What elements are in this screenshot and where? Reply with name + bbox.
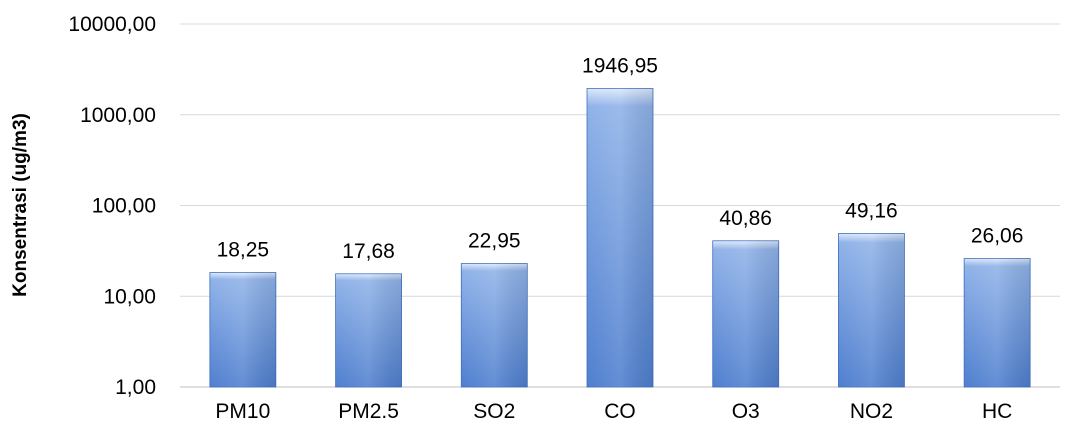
y-tick-label: 10,00 [103,285,156,308]
bar-hc [963,258,1031,388]
y-axis-title: Konsentrasi (ug/m3) [10,113,31,297]
bar-so2 [460,263,528,388]
bar-shading [461,263,528,387]
data-label: 18,25 [217,239,270,262]
y-axis-tick-labels: 1,00 10,00 100,00 1000,00 10000,00 [68,13,156,399]
data-label: 26,06 [971,225,1024,248]
y-tick-label: 100,00 [92,195,156,218]
data-labels: 18,25 17,68 22,95 1946,95 40,86 49,16 26,06 [217,54,1024,262]
x-axis-tick-labels: PM10 PM2.5 SO2 CO O3 NO2 HC [215,400,1012,423]
x-tick-label: NO2 [850,400,893,423]
bar-pm2-5 [335,273,402,388]
x-tick-label: CO [604,400,636,423]
bar-o3 [712,240,780,388]
bar-no2 [838,233,905,388]
data-label: 40,86 [719,207,772,230]
y-tick-label: 10000,00 [68,13,156,36]
bar-shading [335,273,402,387]
x-tick-label: SO2 [473,400,515,423]
y-tick-label: 1000,00 [80,104,156,127]
bars [209,88,1031,388]
bar-shading [587,88,653,387]
x-tick-label: HC [982,400,1012,423]
bar-shading [209,272,276,387]
bar-shading [712,240,779,387]
bar-shading [838,233,905,387]
x-tick-label: PM2.5 [338,400,399,423]
bar-shading [964,258,1031,387]
data-label: 22,95 [468,230,521,253]
x-tick-label: PM10 [215,400,270,423]
bar-pm10 [209,272,277,388]
data-label: 17,68 [342,240,395,263]
bar-co [586,88,654,388]
data-label: 49,16 [845,199,898,222]
data-label: 1946,95 [582,54,658,77]
y-tick-label: 1,00 [115,376,156,399]
x-tick-label: O3 [732,400,760,423]
